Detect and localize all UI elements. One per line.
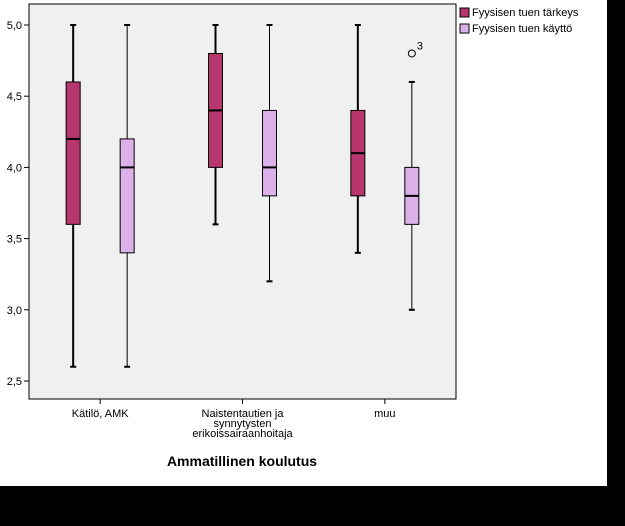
boxplot-chart: 2,5 3,0 3,5 4,0 4,5 5,0 3 Kätilö, AMK Naistent… — [7, 3, 579, 469]
y-tick-label: 3,5 — [7, 234, 22, 246]
x-tick-label: erikoissairaanhoitaja — [192, 428, 293, 440]
box-iqr — [262, 109, 277, 197]
legend-label: Fyysisen tuen tärkeys — [472, 7, 579, 19]
x-axis: Kätilö, AMK Naistentautien jasynnytystene… — [72, 399, 396, 440]
x-tick-label: synnytysten — [213, 418, 271, 430]
y-tick-label: 5,0 — [7, 20, 22, 32]
x-tick-label: Naistentautien ja — [202, 408, 285, 420]
outlier-label: 3 — [417, 40, 423, 52]
y-axis: 2,5 3,0 3,5 4,0 4,5 5,0 — [7, 20, 29, 388]
y-tick-label: 3,0 — [7, 305, 22, 317]
box-iqr — [119, 138, 135, 254]
x-tick-label: muu — [374, 408, 395, 420]
chart-container: 2,5 3,0 3,5 4,0 4,5 5,0 3 Kätilö, AMK Naistent… — [0, 0, 607, 486]
box-iqr — [65, 81, 81, 225]
legend: Fyysisen tuen tärkeys Fyysisen tuen käytt… — [459, 7, 579, 35]
legend-label: Fyysisen tuen käyttö — [472, 23, 572, 35]
outlier-point — [407, 49, 416, 58]
x-axis-title: Ammatillinen koulutus — [167, 453, 317, 469]
legend-swatch — [459, 23, 470, 34]
box-group: 3 — [65, 24, 423, 368]
x-tick-label: Kätilö, AMK — [72, 408, 130, 420]
y-tick-label: 4,0 — [7, 162, 22, 174]
y-tick-label: 4,5 — [7, 91, 22, 103]
plot-area — [28, 3, 457, 400]
legend-swatch — [459, 7, 470, 18]
y-tick-label: 2,5 — [7, 376, 22, 388]
